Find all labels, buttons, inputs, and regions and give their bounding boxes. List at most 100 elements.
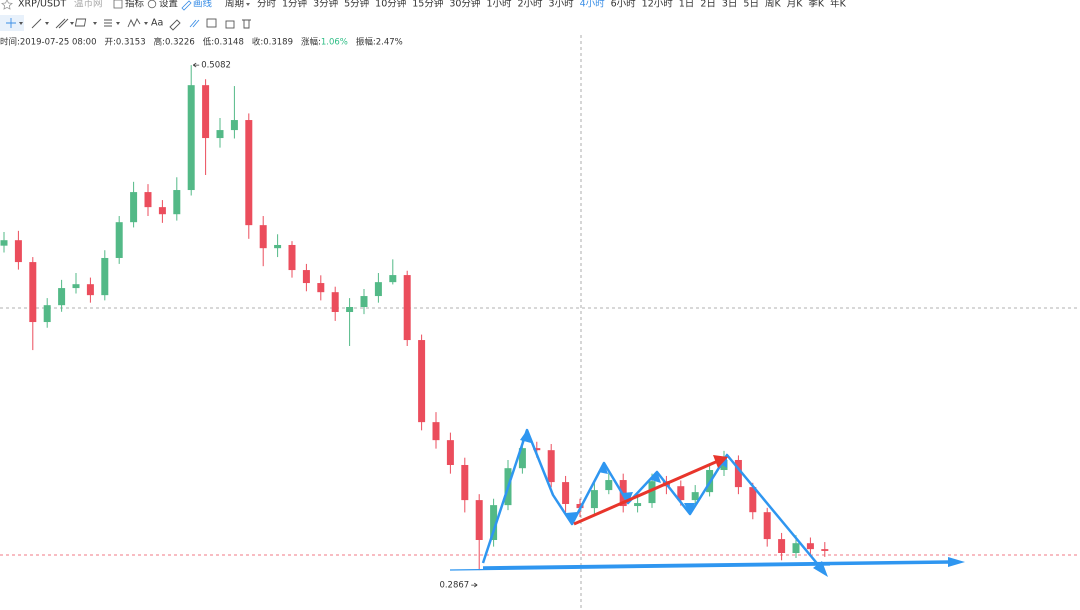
period[interactable]: 10分钟 [375,0,406,10]
shape-tool[interactable] [74,18,87,27]
candle-body [562,482,570,504]
candle-body [360,296,368,307]
indicator-icon [113,0,123,9]
exchange: 温币网 [74,0,103,10]
period[interactable]: 2日 [700,0,716,10]
hide-tool[interactable] [225,20,235,29]
candle-body [346,306,354,313]
info-value: 2.47% [376,38,403,48]
candle-body [274,244,282,249]
lock-tool[interactable] [206,18,217,28]
period-list: 分时 1分钟 3分钟 5分钟 10分钟 15分钟 30分钟 1小时 2小时 3小时 4小时 6小时 12… [257,0,847,10]
candle-body [734,459,742,488]
candle-body [115,222,123,258]
trend-arrow-head [713,455,728,468]
candle-body [302,270,310,284]
period[interactable]: 2小时 [517,0,543,10]
tool-indicator[interactable]: 指标 [125,0,145,10]
brush-tool[interactable] [169,19,181,31]
period[interactable]: 年K [830,0,847,10]
crosshair-tool[interactable] [6,18,16,28]
period[interactable]: 12小时 [642,0,674,10]
candle-body [461,464,469,501]
candle-body [144,192,152,208]
period[interactable]: 30分钟 [449,0,480,10]
info-label: 高: [154,37,165,48]
period[interactable]: 1分钟 [282,0,307,10]
candle-body [259,225,267,249]
period[interactable]: 15分钟 [412,0,443,10]
candle-body [605,480,613,491]
period[interactable]: 1小时 [486,0,512,10]
info-value: 0.3153 [116,38,146,48]
candle-body [590,490,598,509]
tool-draw[interactable]: 画线 [193,0,213,10]
user-drawings [449,428,965,577]
candle-body [86,284,94,296]
candle-body [0,240,8,246]
fib-tool[interactable] [104,19,112,27]
candle-body [29,262,37,323]
period[interactable]: 3小时 [549,0,575,10]
candle-body [446,440,454,465]
period[interactable]: 5分钟 [344,0,369,10]
channel-tool[interactable] [55,18,69,29]
info-value: 2019-07-25 08:00 [20,38,97,48]
info-label: 涨幅: [301,37,321,48]
candle-body [533,448,541,451]
arrow-head [948,557,965,567]
tool-settings[interactable]: 设置 [159,0,178,10]
info-value: 0.3226 [165,38,195,48]
info-label: 开: [104,38,115,48]
candle-body [389,275,397,283]
candle-body [58,288,66,306]
period[interactable]: 周K [765,0,782,10]
period-label[interactable]: 周期 [225,0,244,10]
candle-body [403,275,411,341]
candle-body [230,120,238,131]
magnet-tool[interactable] [189,19,200,28]
candle-body [130,192,138,223]
period[interactable]: 5日 [743,0,759,10]
font-tool[interactable]: Aa [151,18,163,29]
candle-body [749,487,757,513]
wave-tool[interactable] [127,18,141,28]
info-value: 0.3148 [214,38,244,48]
candle-body [547,450,555,483]
delete-tool[interactable] [242,19,251,29]
info-bar: 时间: 2019-07-25 08:00 开: 0.3153 高: 0.3226 低: 0.3… [0,37,403,48]
max-label: 0.5082 [201,61,231,71]
period[interactable]: 月K [787,0,804,10]
period[interactable]: 6小时 [611,0,637,10]
favorite-icon[interactable] [1,0,13,10]
candle-body [432,422,440,441]
period[interactable]: 分时 [257,0,277,10]
period[interactable]: 季K [808,0,825,10]
info-value: 0.3189 [263,38,293,48]
candle-body [158,207,166,215]
info-value: 1.06% [321,38,348,48]
candle-body [821,549,829,551]
period[interactable]: 3日 [722,0,738,10]
candle-body [288,244,296,271]
candle-body [43,305,51,323]
info-label: 时间: [0,37,20,48]
candle-body [187,85,195,191]
period[interactable]: 4小时 [580,0,606,10]
dropdown-caret [246,3,250,6]
candle-body [245,120,253,226]
candle-body [778,539,786,554]
period[interactable]: 1日 [679,0,695,10]
support-arrow [482,560,951,570]
candle-body [490,505,498,541]
candle-body [806,543,814,550]
candles [0,65,829,571]
line-tool[interactable] [31,18,42,29]
candle-body [475,500,483,541]
candle-body [331,292,339,313]
period[interactable]: 3分钟 [313,0,338,10]
trend-arrow [573,459,719,526]
candle-body [634,503,642,507]
